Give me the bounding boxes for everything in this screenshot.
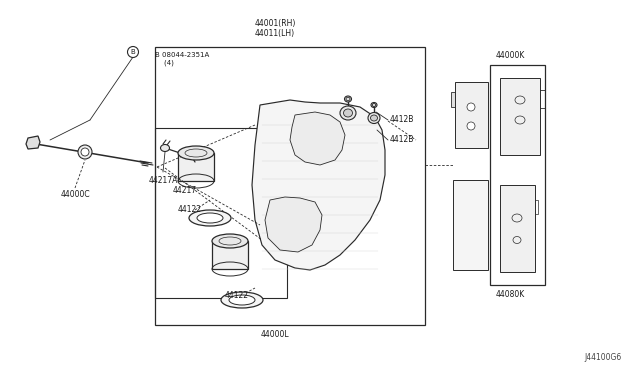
Bar (455, 240, 465, 252)
Polygon shape (455, 82, 488, 148)
Ellipse shape (221, 292, 263, 308)
Bar (538, 90, 545, 108)
Text: J44100G6: J44100G6 (585, 353, 622, 362)
Text: 44000C: 44000C (60, 190, 90, 199)
Ellipse shape (161, 144, 170, 151)
Ellipse shape (368, 112, 380, 124)
Ellipse shape (212, 234, 248, 248)
Polygon shape (265, 197, 322, 252)
Text: 4412B: 4412B (390, 135, 414, 144)
Bar (502, 188, 532, 268)
Ellipse shape (189, 210, 231, 226)
Ellipse shape (197, 213, 223, 223)
Text: 44001(RH)
44011(LH): 44001(RH) 44011(LH) (254, 19, 296, 38)
Polygon shape (500, 185, 535, 272)
Bar (455, 190, 465, 202)
Circle shape (127, 46, 138, 58)
Ellipse shape (229, 295, 255, 305)
Text: 44000L: 44000L (260, 330, 289, 339)
Bar (178, 153, 214, 181)
Bar (451, 92, 458, 107)
Circle shape (78, 145, 92, 159)
Polygon shape (26, 136, 40, 149)
Bar (532, 200, 538, 214)
Ellipse shape (178, 146, 214, 160)
Polygon shape (500, 78, 540, 155)
Polygon shape (453, 180, 488, 270)
Text: 44080K: 44080K (495, 290, 525, 299)
Bar (502, 81, 538, 151)
Bar (490, 65, 545, 285)
Bar (155, 47, 425, 325)
Text: 4412B: 4412B (390, 115, 414, 125)
Ellipse shape (371, 103, 377, 108)
Ellipse shape (344, 109, 353, 117)
Bar (458, 85, 485, 145)
Polygon shape (290, 112, 345, 165)
Text: 44217: 44217 (173, 186, 197, 195)
Ellipse shape (371, 115, 378, 121)
Text: B: B (131, 49, 136, 55)
Bar (460, 200, 480, 218)
Bar (155, 128, 287, 298)
Text: B 08044-2351A
    (4): B 08044-2351A (4) (155, 52, 209, 65)
Ellipse shape (344, 96, 351, 102)
Text: 44122: 44122 (225, 291, 249, 299)
Bar (455, 183, 485, 265)
Bar (460, 230, 480, 248)
Text: 44000K: 44000K (495, 51, 525, 60)
Text: 44217A: 44217A (148, 176, 178, 185)
Text: 44122: 44122 (178, 205, 202, 215)
Ellipse shape (340, 106, 356, 120)
Ellipse shape (467, 103, 475, 111)
Bar (212, 241, 248, 269)
Ellipse shape (467, 122, 475, 130)
Polygon shape (252, 100, 385, 270)
Circle shape (81, 148, 89, 156)
